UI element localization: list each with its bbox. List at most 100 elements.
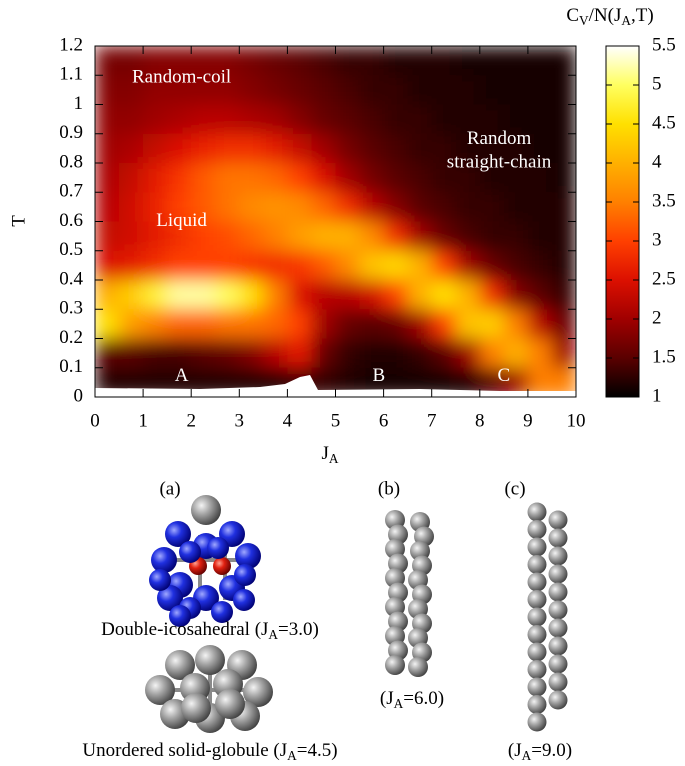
heat-cell — [384, 222, 409, 252]
heat-cell — [408, 222, 433, 252]
heat-cell — [408, 192, 433, 222]
y-tick-label: 0 — [74, 385, 84, 406]
atom — [191, 495, 221, 525]
heat-cell — [384, 134, 409, 164]
heat-cell — [432, 75, 457, 105]
text-part: Double-icosahedral (J — [101, 619, 268, 640]
heat-cell — [119, 309, 144, 339]
x-tick-label: 7 — [427, 410, 437, 431]
x-axis-label: JA — [321, 443, 338, 466]
heat-cell — [360, 192, 385, 222]
annotation: Random — [467, 128, 532, 149]
x-tick-label: 3 — [235, 410, 245, 431]
heat-cell — [480, 75, 505, 105]
heat-cell — [456, 251, 481, 281]
heat-cell — [408, 280, 433, 310]
heat-cell — [167, 339, 192, 369]
atom — [549, 655, 568, 674]
heat-cell — [552, 134, 577, 164]
heat-cell — [263, 339, 288, 369]
heat-cell — [287, 309, 312, 339]
heat-cell — [119, 339, 144, 369]
heat-cell — [263, 134, 288, 164]
heat-cell — [287, 134, 312, 164]
heat-cell — [456, 46, 481, 76]
heat-cell — [311, 192, 336, 222]
heat-cell — [504, 251, 529, 281]
heat-cell — [336, 280, 361, 310]
heat-cell — [360, 251, 385, 281]
heat-cell — [311, 105, 336, 135]
heat-cell — [432, 280, 457, 310]
heat-cell — [384, 192, 409, 222]
annotation: A — [175, 365, 189, 386]
heat-cell — [95, 46, 120, 76]
atom — [528, 713, 547, 732]
atom — [408, 657, 428, 677]
heat-cell — [191, 105, 216, 135]
heat-cell — [167, 163, 192, 193]
atom — [234, 564, 256, 586]
colorbar-tick-label: 2.5 — [652, 268, 676, 289]
heat-cell — [384, 251, 409, 281]
atom — [528, 503, 547, 522]
atom — [549, 565, 568, 584]
atom — [528, 555, 547, 574]
heat-cell — [336, 46, 361, 76]
heat-cell — [360, 75, 385, 105]
heat-cell — [456, 222, 481, 252]
heat-cell — [552, 280, 577, 310]
heat-cell — [528, 222, 553, 252]
heat-cell — [215, 222, 240, 252]
heat-cell — [480, 280, 505, 310]
y-tick-label: 0.7 — [59, 181, 83, 202]
heat-cell — [336, 309, 361, 339]
heat-cell — [360, 134, 385, 164]
heat-cell — [432, 251, 457, 281]
heat-cell — [287, 222, 312, 252]
heat-cell — [143, 163, 168, 193]
figure: 01234567891000.10.20.30.40.50.60.70.80.9… — [0, 0, 685, 766]
y-tick-label: 1.1 — [59, 64, 83, 85]
heat-cell — [528, 339, 553, 369]
annotation: Liquid — [156, 210, 207, 231]
heat-cell — [552, 309, 577, 339]
heat-cell — [456, 75, 481, 105]
heat-cell — [215, 163, 240, 193]
x-tick-label: 8 — [475, 410, 485, 431]
heat-cell — [528, 46, 553, 76]
heat-cell — [287, 192, 312, 222]
colorbar — [606, 46, 639, 397]
heat-cell — [552, 163, 577, 193]
heat-cell — [215, 339, 240, 369]
heat-cell — [95, 222, 120, 252]
heat-cell — [480, 222, 505, 252]
heat-cell — [263, 75, 288, 105]
atom — [549, 673, 568, 692]
heat-cell — [311, 46, 336, 76]
y-axis-label: T — [8, 215, 29, 227]
text-part: =4.5) — [297, 740, 338, 761]
heat-cell — [456, 192, 481, 222]
heat-cell — [336, 192, 361, 222]
heat-cell — [119, 192, 144, 222]
heat-cell — [432, 46, 457, 76]
heat-cell — [191, 280, 216, 310]
heat-cell — [432, 309, 457, 339]
y-tick-label: 0.6 — [59, 210, 83, 231]
atom — [207, 537, 229, 559]
panel-label: (b) — [378, 478, 400, 499]
heat-cell — [239, 105, 264, 135]
subscript: A — [287, 748, 297, 763]
heat-cell — [552, 75, 577, 105]
heat-cell — [95, 280, 120, 310]
heat-cell — [360, 222, 385, 252]
atom — [195, 645, 225, 675]
atom — [528, 643, 547, 662]
atom — [549, 637, 568, 656]
y-tick-label: 1.2 — [59, 34, 83, 55]
heat-cell — [552, 222, 577, 252]
colorbar-tick-label: 5.5 — [652, 34, 676, 55]
heat-cell — [215, 105, 240, 135]
heat-cell — [95, 163, 120, 193]
